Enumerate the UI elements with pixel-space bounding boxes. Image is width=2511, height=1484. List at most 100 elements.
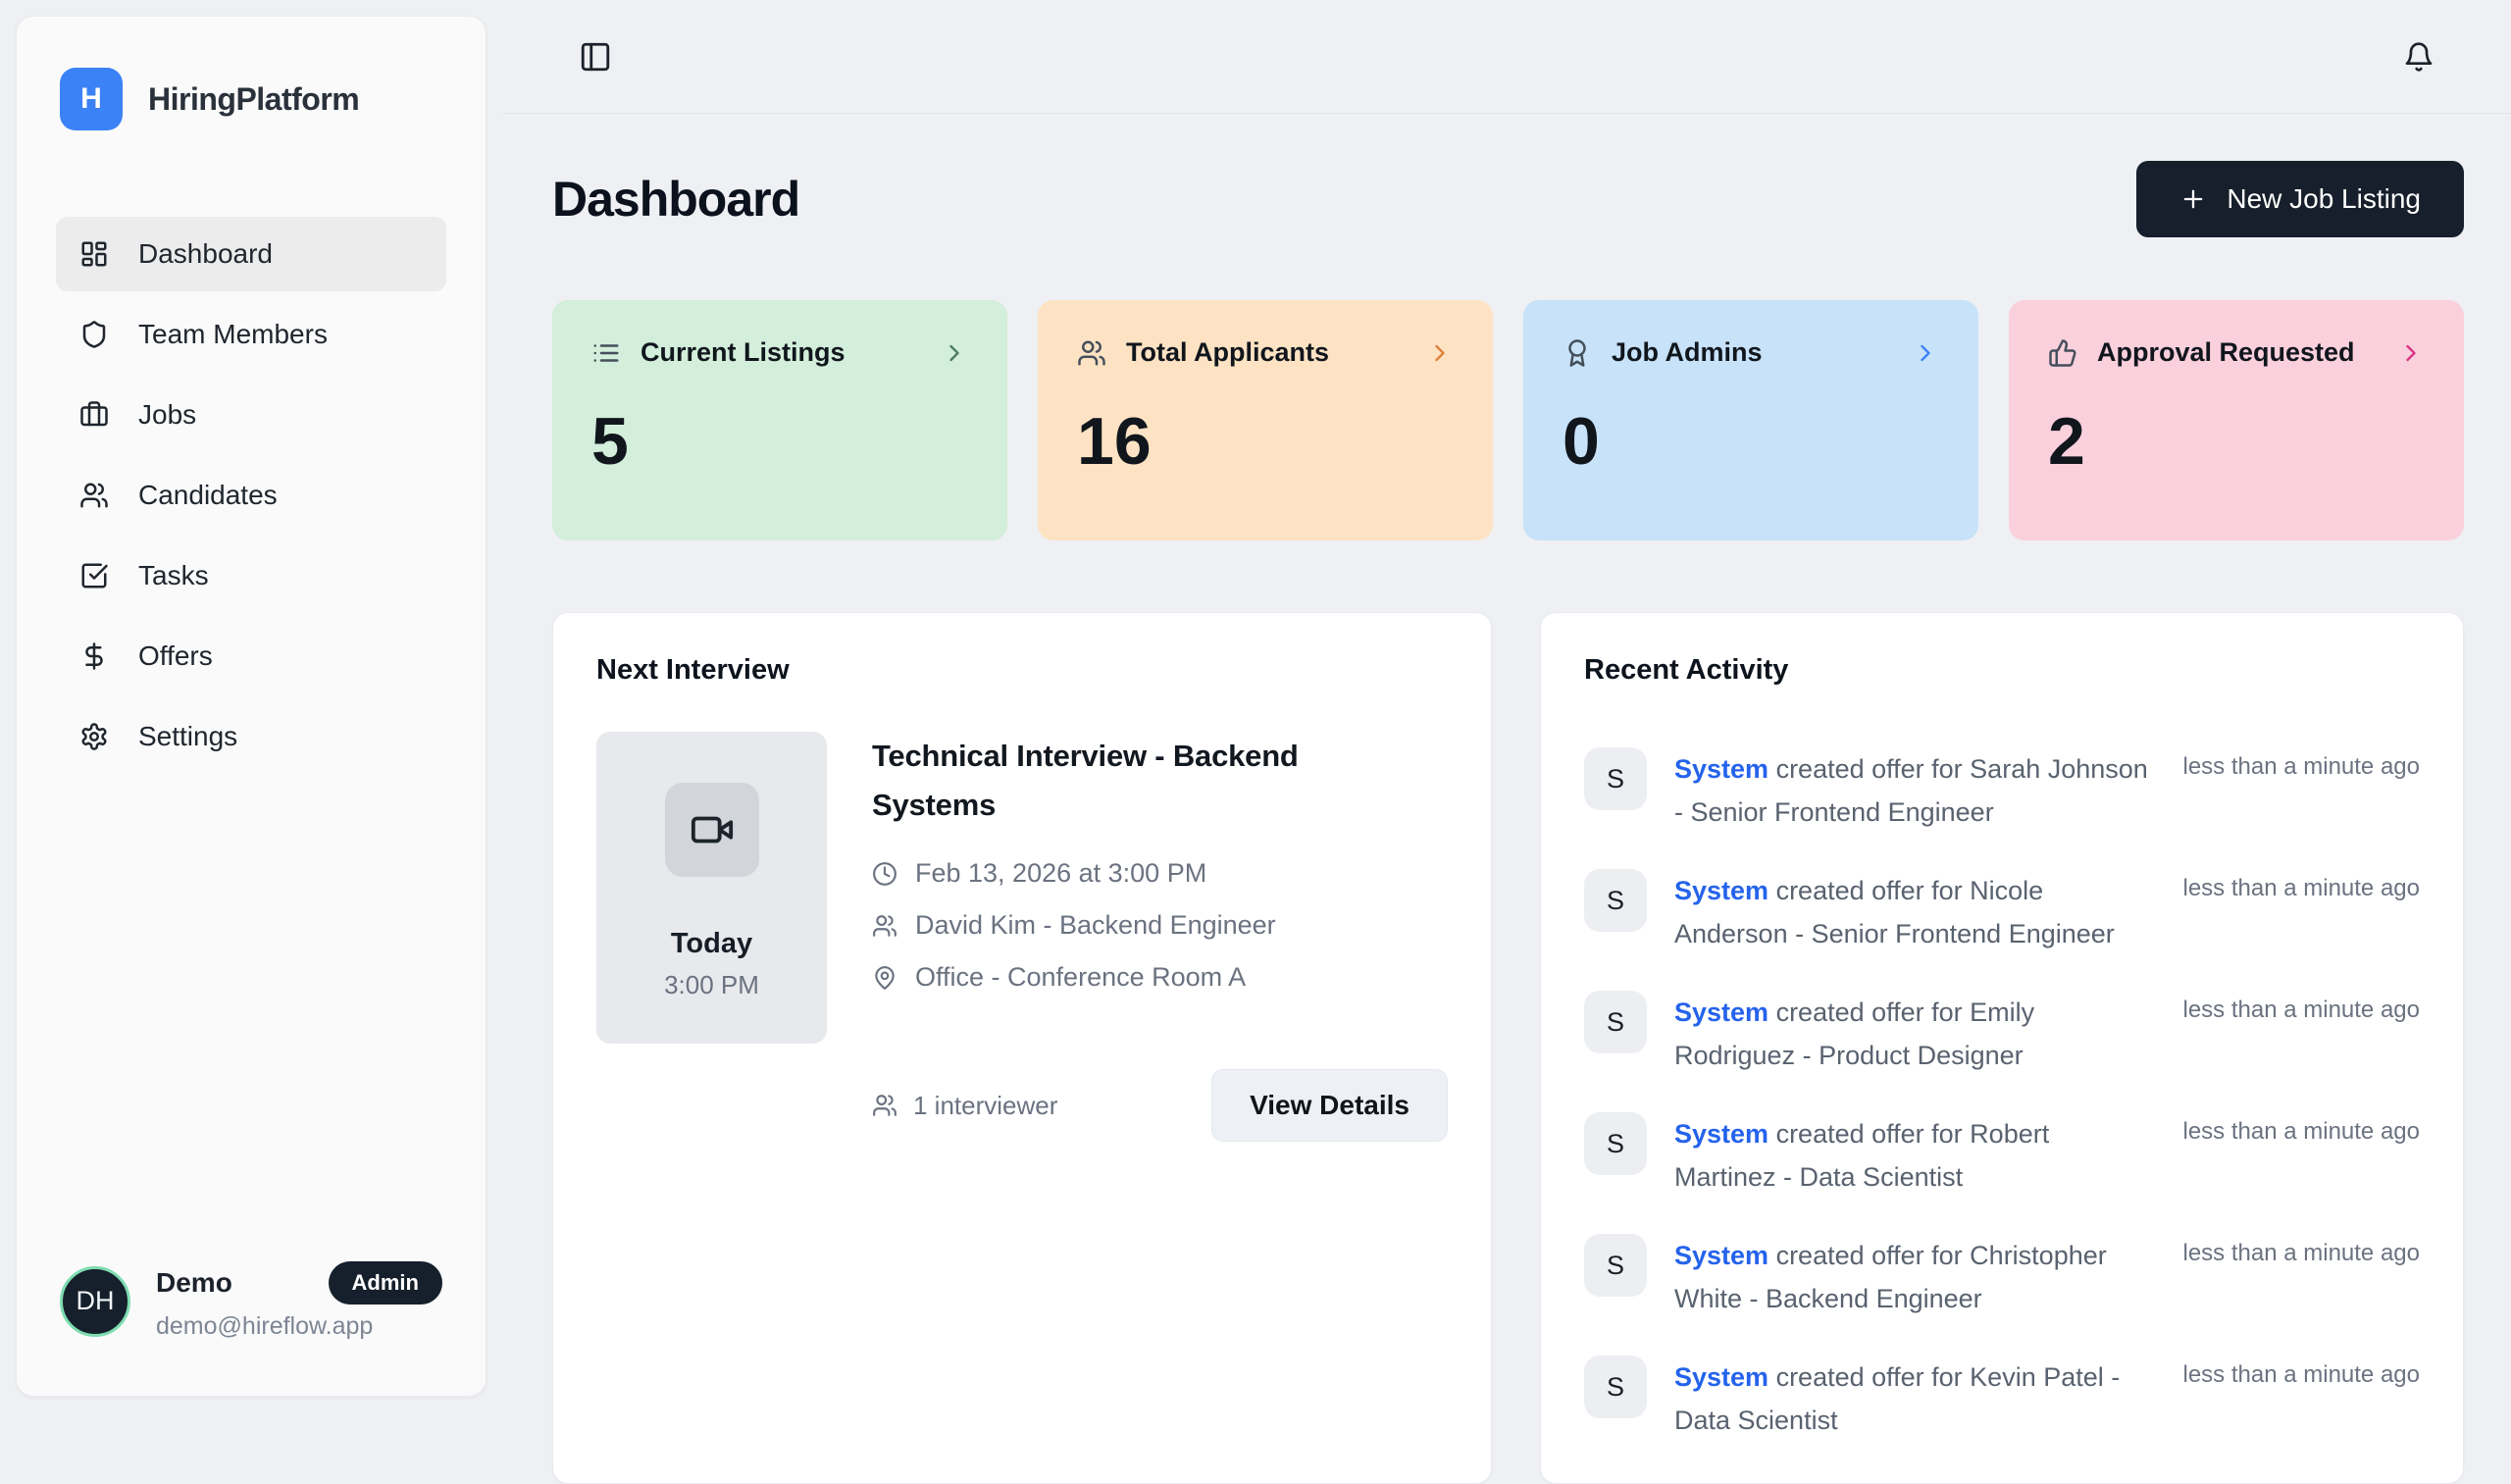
- sidebar-item-offers[interactable]: Offers: [56, 619, 446, 693]
- interview-person: David Kim - Backend Engineer: [915, 910, 1276, 941]
- activity-avatar: S: [1584, 991, 1647, 1053]
- sidebar-item-label: Offers: [138, 640, 213, 671]
- check-square-icon: [79, 561, 109, 590]
- activity-actor-link[interactable]: System: [1674, 1241, 1769, 1270]
- interview-day: Today: [670, 928, 753, 959]
- sidebar-item-label: Dashboard: [138, 238, 273, 269]
- next-interview-title: Next Interview: [596, 654, 790, 686]
- main-area: Dashboard New Job Listing Current Listin…: [502, 0, 2511, 1484]
- activity-avatar: S: [1584, 1234, 1647, 1297]
- users-icon: [872, 1093, 897, 1118]
- activity-timestamp: less than a minute ago: [2182, 1240, 2421, 1266]
- user-profile[interactable]: DH Demo Admin demo@hireflow.app: [17, 1226, 486, 1396]
- sidebar-item-settings[interactable]: Settings: [56, 699, 446, 774]
- activity-actor-link[interactable]: System: [1674, 876, 1769, 905]
- plus-icon: [2179, 185, 2207, 213]
- stat-label: Current Listings: [641, 337, 846, 367]
- user-name: Demo: [156, 1267, 232, 1298]
- dashboard-icon: [79, 239, 109, 269]
- activity-text: System created offer for Nicole Anderson…: [1674, 876, 2115, 948]
- activity-actor-link[interactable]: System: [1674, 1362, 1769, 1392]
- interviewer-count: 1 interviewer: [872, 1091, 1057, 1121]
- activity-actor-link[interactable]: System: [1674, 1119, 1769, 1149]
- interview-time-panel: Today 3:00 PM: [596, 732, 827, 1044]
- interview-datetime: Feb 13, 2026 at 3:00 PM: [915, 858, 1207, 889]
- stat-card-current-listings[interactable]: Current Listings 5: [552, 300, 1007, 540]
- activity-timestamp: less than a minute ago: [2182, 875, 2421, 901]
- bell-icon: [2403, 41, 2434, 73]
- sidebar-item-label: Tasks: [138, 560, 209, 590]
- activity-text: System created offer for Sarah Johnson -…: [1674, 754, 2148, 827]
- sidebar-item-label: Candidates: [138, 480, 278, 510]
- role-badge: Admin: [328, 1261, 442, 1305]
- stat-card-job-admins[interactable]: Job Admins 0: [1523, 300, 1978, 540]
- users-icon: [79, 481, 109, 510]
- sidebar-item-tasks[interactable]: Tasks: [56, 538, 446, 613]
- activity-item: S System created offer for Christopher W…: [1584, 1234, 2420, 1320]
- interview-person-row: David Kim - Backend Engineer: [872, 910, 1448, 941]
- stat-cards: Current Listings 5 Total Applicants: [552, 300, 2464, 540]
- thumbs-up-icon: [2048, 338, 2077, 368]
- activity-text: System created offer for Robert Martinez…: [1674, 1119, 2050, 1192]
- stat-label: Approval Requested: [2097, 337, 2355, 367]
- sidebar-item-dashboard[interactable]: Dashboard: [56, 217, 446, 291]
- stat-value: 0: [1563, 404, 1600, 479]
- stat-value: 16: [1077, 404, 1152, 479]
- award-icon: [1563, 338, 1592, 368]
- sidebar-toggle-button[interactable]: [573, 34, 618, 79]
- app-name: HiringPlatform: [148, 80, 360, 117]
- stat-value: 2: [2048, 404, 2085, 479]
- panel-left-icon: [579, 40, 612, 74]
- stat-label: Job Admins: [1612, 337, 1763, 367]
- activity-item: S System created offer for Kevin Patel -…: [1584, 1356, 2420, 1442]
- sidebar-item-jobs[interactable]: Jobs: [56, 378, 446, 452]
- activity-item: S System created offer for Emily Rodrigu…: [1584, 991, 2420, 1077]
- interview-datetime-row: Feb 13, 2026 at 3:00 PM: [872, 858, 1448, 889]
- activity-item: S System created offer for Robert Martin…: [1584, 1112, 2420, 1199]
- activity-text: System created offer for Kevin Patel - D…: [1674, 1362, 2121, 1435]
- stat-card-total-applicants[interactable]: Total Applicants 16: [1038, 300, 1493, 540]
- activity-avatar: S: [1584, 747, 1647, 810]
- stat-label: Total Applicants: [1126, 337, 1330, 367]
- activity-item: S System created offer for Nicole Anders…: [1584, 869, 2420, 955]
- interview-info: Technical Interview - Backend Systems Fe…: [872, 732, 1448, 1143]
- sidebar-item-label: Team Members: [138, 319, 328, 349]
- next-interview-card: Next Interview Today 3:00 PM Technical I…: [552, 612, 1492, 1484]
- users-icon: [872, 913, 897, 939]
- user-meta: Demo Admin demo@hireflow.app: [156, 1261, 442, 1341]
- map-pin-icon: [872, 965, 897, 991]
- users-icon: [1077, 338, 1106, 368]
- sidebar-nav: Dashboard Team Members Jobs Candidates T…: [17, 217, 486, 774]
- activity-actor-link[interactable]: System: [1674, 754, 1769, 784]
- activity-avatar: S: [1584, 869, 1647, 932]
- stat-card-approval-requested[interactable]: Approval Requested 2: [2009, 300, 2464, 540]
- app-logo-row: H HiringPlatform: [17, 17, 486, 170]
- interview-location: Office - Conference Room A: [915, 962, 1247, 993]
- sidebar-item-label: Settings: [138, 721, 238, 751]
- recent-activity-card: Recent Activity S System created offer f…: [1540, 612, 2464, 1484]
- activity-timestamp: less than a minute ago: [2182, 753, 2421, 780]
- activity-list: S System created offer for Sarah Johnson…: [1584, 747, 2420, 1442]
- activity-avatar: S: [1584, 1356, 1647, 1418]
- activity-text: System created offer for Emily Rodriguez…: [1674, 998, 2035, 1070]
- dollar-icon: [79, 641, 109, 671]
- sidebar-item-team-members[interactable]: Team Members: [56, 297, 446, 372]
- interview-location-row: Office - Conference Room A: [872, 962, 1448, 993]
- view-details-button[interactable]: View Details: [1211, 1069, 1448, 1143]
- activity-avatar: S: [1584, 1112, 1647, 1175]
- sidebar-item-candidates[interactable]: Candidates: [56, 458, 446, 533]
- panels: Next Interview Today 3:00 PM Technical I…: [552, 612, 2464, 1484]
- gear-icon: [79, 722, 109, 751]
- notifications-button[interactable]: [2397, 35, 2440, 78]
- chevron-right-icon: [1426, 339, 1454, 367]
- activity-timestamp: less than a minute ago: [2182, 997, 2421, 1023]
- page-header: Dashboard New Job Listing: [552, 161, 2464, 237]
- new-job-listing-button[interactable]: New Job Listing: [2136, 161, 2464, 237]
- user-email: demo@hireflow.app: [156, 1312, 374, 1340]
- avatar: DH: [60, 1265, 130, 1337]
- interview-position-title: Technical Interview - Backend Systems: [872, 739, 1299, 822]
- clock-icon: [872, 861, 897, 887]
- shield-icon: [79, 320, 109, 349]
- activity-actor-link[interactable]: System: [1674, 998, 1769, 1027]
- activity-item: S System created offer for Sarah Johnson…: [1584, 747, 2420, 834]
